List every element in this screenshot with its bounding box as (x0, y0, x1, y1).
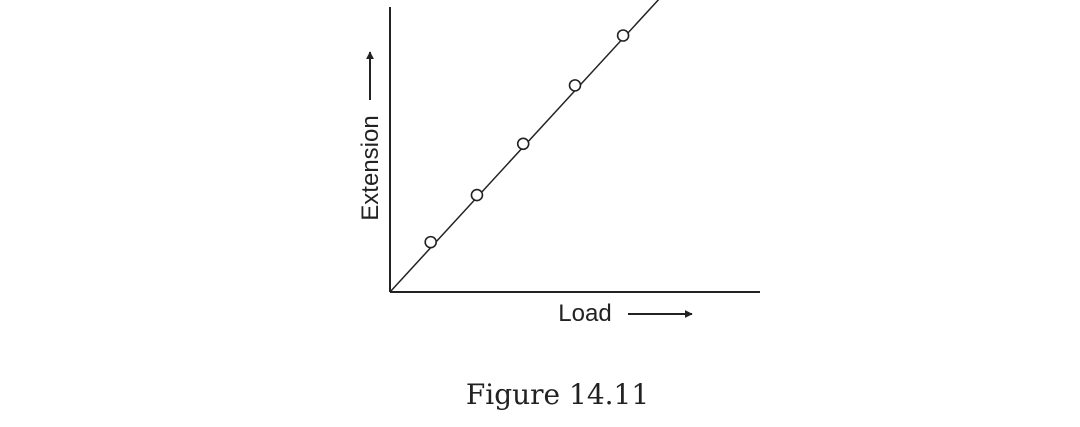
figure-caption: Figure 14.11 (465, 378, 650, 411)
data-point-4 (568, 79, 582, 92)
x-axis-label: Load (558, 300, 611, 327)
y-axis-label: Extension (357, 115, 384, 220)
data-point-1 (424, 235, 438, 249)
data-point-2 (470, 188, 484, 202)
data-points (424, 29, 630, 249)
data-point-3 (516, 137, 530, 151)
data-point-5 (616, 29, 630, 42)
